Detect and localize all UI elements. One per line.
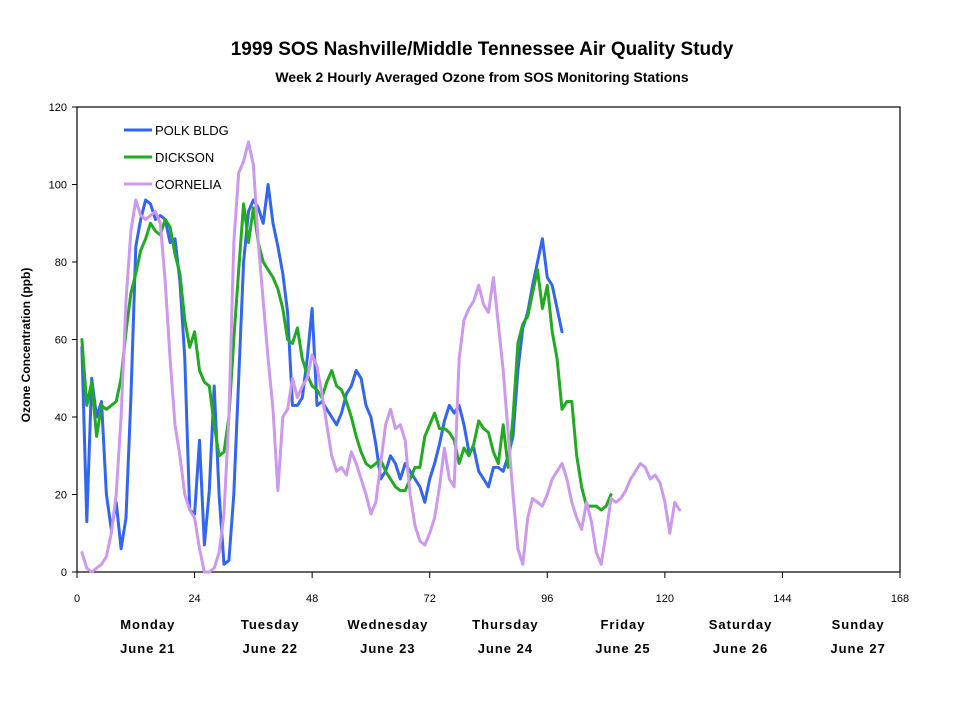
day-date-label: June 27: [830, 641, 885, 656]
x-tick-label: 120: [656, 593, 674, 605]
x-tick-label: 0: [74, 593, 80, 605]
chart-subtitle: Week 2 Hourly Averaged Ozone from SOS Mo…: [275, 69, 689, 85]
legend-label: CORNELIA: [155, 177, 222, 192]
chart-title: 1999 SOS Nashville/Middle Tennessee Air …: [231, 39, 734, 60]
legend-label: POLK BLDG: [155, 123, 229, 138]
series-line-cornelia: [80, 140, 682, 574]
day-name-label: Friday: [600, 617, 645, 632]
day-name-label: Thursday: [472, 617, 539, 632]
x-tick-label: 168: [891, 593, 909, 605]
y-tick-label: 120: [49, 102, 67, 114]
y-tick-label: 60: [55, 335, 67, 347]
x-tick-label: 96: [541, 593, 553, 605]
y-tick-label: 0: [61, 567, 67, 579]
day-date-label: June 24: [478, 641, 533, 656]
day-date-label: June 25: [595, 641, 650, 656]
y-tick-label: 40: [55, 412, 67, 424]
y-tick-label: 80: [55, 257, 67, 269]
y-axis: 0 20 40 60 80 100 120: [49, 102, 77, 579]
day-date-label: June 21: [120, 641, 175, 656]
x-axis: 0 24 48 72 96 120 144 168: [74, 572, 909, 605]
day-name-label: Monday: [120, 617, 175, 632]
day-name-label: Saturday: [709, 617, 773, 632]
y-axis-label: Ozone Concentration (ppb): [19, 268, 33, 423]
day-name-label: Tuesday: [241, 617, 300, 632]
day-date-label: June 22: [243, 641, 298, 656]
day-name-label: Wednesday: [347, 617, 428, 632]
day-labels: Monday June 21 Tuesday June 22 Wednesday June…: [120, 617, 885, 656]
x-tick-label: 48: [306, 593, 318, 605]
x-tick-label: 144: [773, 593, 791, 605]
series-line-dickson: [80, 202, 613, 512]
x-tick-label: 24: [188, 593, 200, 605]
day-date-label: June 26: [713, 641, 768, 656]
series-lines: [80, 140, 682, 574]
day-name-label: Sunday: [832, 617, 885, 632]
y-tick-label: 100: [49, 180, 67, 192]
series-line-polk-bldg: [80, 183, 564, 566]
x-tick-label: 72: [424, 593, 436, 605]
day-date-label: June 23: [360, 641, 415, 656]
legend-label: DICKSON: [155, 150, 214, 165]
y-tick-label: 20: [55, 490, 67, 502]
legend: POLK BLDG DICKSON CORNELIA: [124, 123, 229, 192]
